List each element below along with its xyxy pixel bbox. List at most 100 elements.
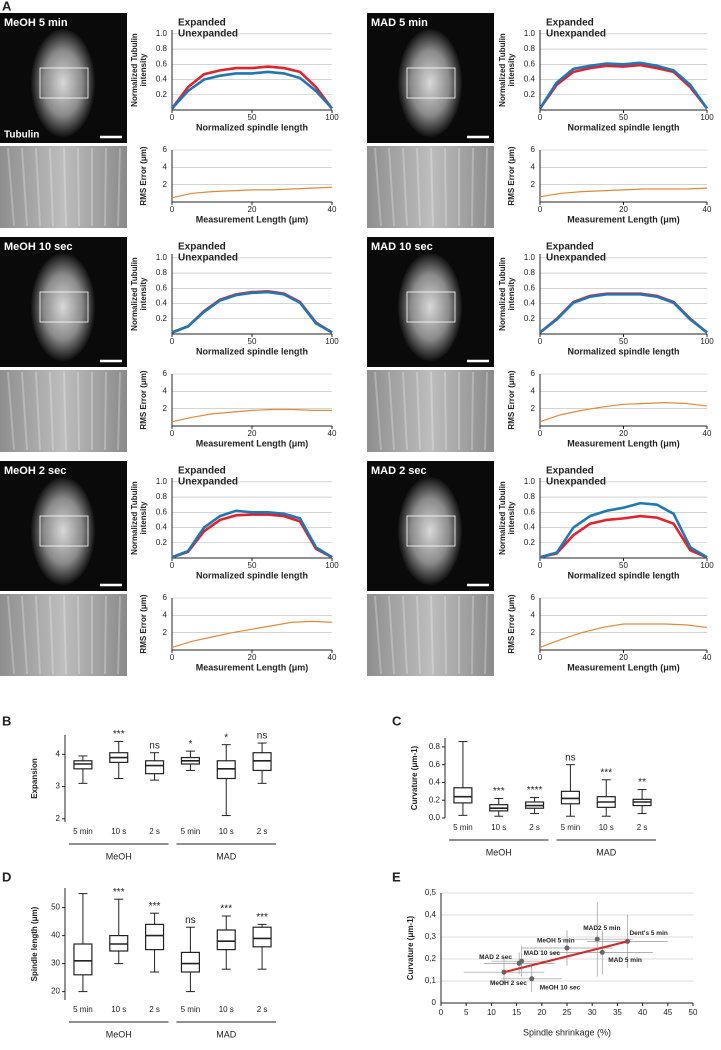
fiber xyxy=(21,595,28,675)
y-tick-label: 0.4 xyxy=(429,778,441,787)
point xyxy=(564,945,570,951)
fiber xyxy=(49,147,54,227)
x-tick-label: 40 xyxy=(703,429,712,438)
series-line xyxy=(539,293,708,334)
x-tick-label: 2 s xyxy=(149,1005,160,1014)
x-tick-label: 20 xyxy=(619,653,628,662)
point-label: MeOH 2 sec xyxy=(490,980,527,987)
significance: *** xyxy=(256,912,268,923)
fiber xyxy=(104,595,107,675)
y-tick-label: 4 xyxy=(163,162,168,171)
x-axis-label: Measurement Length (μm) xyxy=(196,662,309,672)
y-tick-label: 0,1 xyxy=(425,976,437,985)
point-label: MAD 10 sec xyxy=(524,950,561,957)
x-axis-label: Normalized spindle length xyxy=(567,122,679,132)
roi-box xyxy=(39,291,89,323)
fiber xyxy=(374,147,382,227)
y-tick-label: 0.2 xyxy=(156,314,168,323)
x-tick-label: 10 s xyxy=(111,1005,126,1014)
x-tick-label: 100 xyxy=(700,337,714,346)
x-tick-label: 2 s xyxy=(149,827,160,836)
y-tick-label: 4 xyxy=(163,386,168,395)
fiber xyxy=(77,595,80,675)
series-line xyxy=(171,408,332,423)
image-stain: Tubulin xyxy=(4,130,39,141)
fiber xyxy=(63,371,67,451)
fiber xyxy=(63,147,67,227)
y-tick-label: 0.6 xyxy=(524,283,536,292)
fiber xyxy=(416,147,421,227)
significance: * xyxy=(224,732,228,743)
y-tick-label: 0.4 xyxy=(156,523,168,532)
significance: ns xyxy=(149,740,160,751)
x-tick-label: 25 xyxy=(563,1008,572,1017)
legend-entry: Unexpanded xyxy=(546,29,606,40)
y-tick-label: 0.6 xyxy=(524,507,536,516)
y-axis-label: RMS Error (μm) xyxy=(507,594,516,653)
x-tick-label: 10 s xyxy=(219,1005,234,1014)
panel-label: A xyxy=(2,0,12,13)
box xyxy=(216,760,236,780)
y-tick-label: 4 xyxy=(531,386,536,395)
group-label: MAD xyxy=(216,851,237,861)
y-tick-label: 0.2 xyxy=(429,795,441,804)
y-axis-label: Normalized Tubulin xyxy=(130,33,139,107)
x-tick-label: 5 xyxy=(464,1008,469,1017)
y-tick-label: 2 xyxy=(531,628,536,637)
fit-line xyxy=(503,940,628,974)
x-tick-label: 20 xyxy=(619,429,628,438)
box xyxy=(252,926,272,948)
series-line xyxy=(538,61,709,110)
roi-box xyxy=(406,291,456,323)
y-tick-label: 1.0 xyxy=(156,29,168,38)
y-tick-label: 0.4 xyxy=(524,75,536,84)
x-tick-label: 35 xyxy=(613,1008,622,1017)
legend-entry: Expanded xyxy=(546,242,594,253)
x-tick-label: 10 s xyxy=(219,827,234,836)
fiber xyxy=(402,595,408,675)
group-label: MeOH xyxy=(486,847,512,857)
y-axis-label: intensity xyxy=(507,53,516,86)
y-tick-label: 0.0 xyxy=(429,813,441,822)
series-line xyxy=(539,401,708,423)
fiber xyxy=(35,147,41,227)
y-tick-label: 2 xyxy=(163,180,168,189)
box xyxy=(145,760,165,775)
series-line xyxy=(539,292,708,334)
fiber xyxy=(104,371,107,451)
y-tick-label: 0.6 xyxy=(156,507,168,516)
y-axis-label: intensity xyxy=(507,501,516,534)
fiber xyxy=(484,147,488,227)
roi-box xyxy=(39,67,89,99)
x-tick-label: 40 xyxy=(638,1008,647,1017)
x-tick-label: 0 xyxy=(170,337,175,346)
panel-label: C xyxy=(392,713,402,728)
y-axis-label: intensity xyxy=(507,277,516,310)
y-tick-label: 0.8 xyxy=(524,44,536,53)
y-tick-label: 2 xyxy=(56,814,61,823)
fiber xyxy=(388,595,395,675)
y-tick-label: 0.2 xyxy=(156,90,168,99)
box xyxy=(145,923,165,951)
zoom-image xyxy=(367,370,494,452)
x-tick-label: 2 s xyxy=(257,1005,268,1014)
legend-entry: Expanded xyxy=(178,242,226,253)
x-tick-label: 100 xyxy=(700,113,714,122)
x-tick-label: 20 xyxy=(537,1008,546,1017)
y-tick-label: 6 xyxy=(163,593,168,602)
significance: *** xyxy=(493,786,505,797)
y-axis-label: intensity xyxy=(139,501,148,534)
point xyxy=(516,960,522,966)
x-tick-label: 45 xyxy=(663,1008,672,1017)
point-label: MAD 2 sec xyxy=(479,954,512,961)
x-axis-label: Measurement Length (μm) xyxy=(196,438,309,448)
x-tick-label: 2 s xyxy=(257,827,268,836)
x-tick-label: 100 xyxy=(325,337,339,346)
y-axis-label: intensity xyxy=(139,53,148,86)
x-tick-label: 0 xyxy=(538,429,543,438)
x-tick-label: 0 xyxy=(170,653,175,662)
fiber xyxy=(49,595,54,675)
panel-label: E xyxy=(392,869,401,884)
fiber xyxy=(416,595,421,675)
x-tick-label: 100 xyxy=(700,561,714,570)
